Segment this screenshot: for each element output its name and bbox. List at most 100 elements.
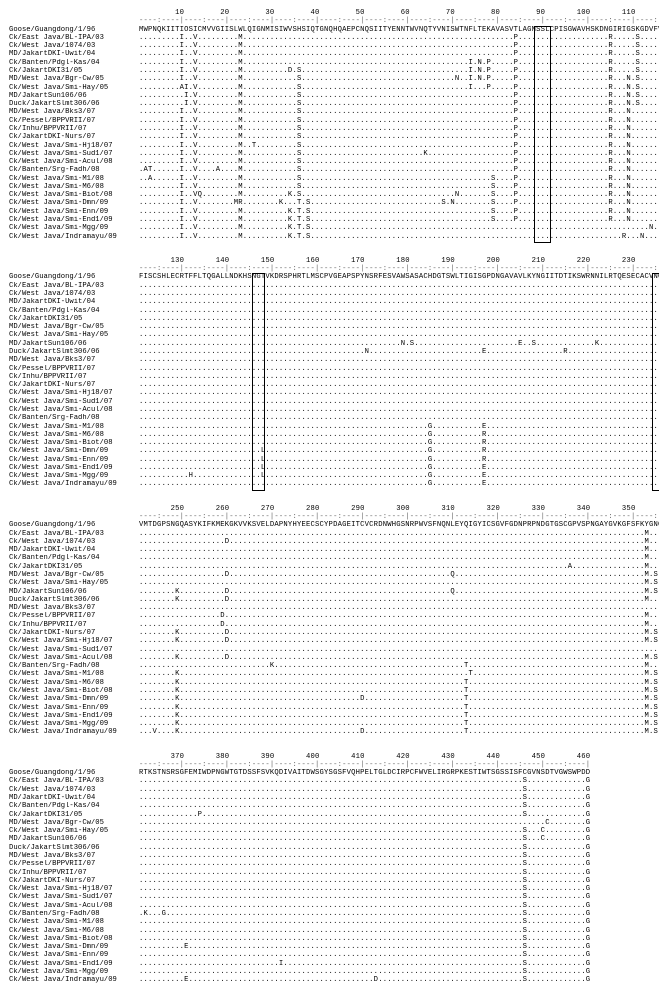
sequence-data: ..........I.V.........M............S....… <box>139 100 659 108</box>
sequence-data: ........K...............................… <box>139 670 659 678</box>
sequence-row: Ck/West Java/Smi-Hay/05.................… <box>9 827 650 835</box>
sequence-data: ........................................… <box>139 414 659 422</box>
sequence-data: ........................................… <box>139 902 590 910</box>
sequence-data: ........................................… <box>139 646 659 654</box>
sequence-data: ...V....K...............................… <box>139 728 659 736</box>
sequence-data: .........I..V........MR........K...T.S..… <box>139 199 659 207</box>
sequence-label: Ck/West Java/Smi-Hj18/07 <box>9 389 139 397</box>
sequence-label: Ck/Banten/Srg-Fadh/08 <box>9 662 139 670</box>
sequence-row: Ck/JakartDKI31/05.......................… <box>9 563 650 571</box>
ruler-numbers: 250 260 270 280 290 300 310 320 330 340 … <box>9 505 650 513</box>
sequence-row: Ck/East Java/BL-IPA/03..................… <box>9 530 650 538</box>
ruler-numbers-text: 130 140 150 160 170 180 190 200 210 220 … <box>139 257 659 265</box>
sequence-data: ........................................… <box>139 927 590 935</box>
sequence-row: MD/West Java/Bgr-Cw/05.........I..V.....… <box>9 75 650 83</box>
sequence-row: Ck/West Java/Smi-End1/09................… <box>9 960 650 968</box>
sequence-label: Ck/West Java/Indramayu/09 <box>9 728 139 736</box>
sequence-row: Ck/West Java/Smi-Dmn/09.........I..V....… <box>9 199 650 207</box>
sequence-label: Ck/West Java/Smi-Hay/05 <box>9 84 139 92</box>
sequence-label: Ck/West Java/1074/03 <box>9 538 139 546</box>
ruler-numbers-text: 250 260 270 280 290 300 310 320 330 340 … <box>139 505 659 513</box>
reference-row: Goose/Guangdong/1/96RTKSTNSRSGFEMIWDPNGW… <box>9 769 650 777</box>
sequence-label: Ck/West Java/Smi-Dmn/09 <box>9 695 139 703</box>
sequence-label: Ck/West Java/1074/03 <box>9 42 139 50</box>
sequence-label: Ck/West Java/Smi-Hj18/07 <box>9 142 139 150</box>
sequence-row: Ck/West Java/Smi-Enn/09.........I..V....… <box>9 208 650 216</box>
sequence-row: MD/JakartDKI-Uwit/04....................… <box>9 794 650 802</box>
sequence-label: Duck/JakartSlmt306/06 <box>9 844 139 852</box>
sequence-label: MD/JakartSun106/06 <box>9 340 139 348</box>
sequence-row: Ck/West Java/Smi-End1/09.........I..V...… <box>9 216 650 224</box>
sequence-row: Ck/JakartDKI31/05.......................… <box>9 315 650 323</box>
sequence-data: .........I..V.........M..........K.T.S..… <box>139 216 659 224</box>
sequence-data: ...........H...............L............… <box>139 472 659 480</box>
ruler-ticks: ----:----|----:----|----:----|----:----|… <box>9 761 650 769</box>
sequence-label: Ck/Pessel/BPPVRII/07 <box>9 612 139 620</box>
sequence-data: .........I..V.........M..T.........S....… <box>139 142 659 150</box>
sequence-label: MD/West Java/Bks3/07 <box>9 356 139 364</box>
sequence-label: Ck/West Java/Indramayu/09 <box>9 480 139 488</box>
sequence-data: .K...G..................................… <box>139 910 590 918</box>
sequence-data: .........I..V.........M............S....… <box>139 117 659 125</box>
sequence-data: ........................................… <box>139 290 659 298</box>
sequence-data: ...........................L............… <box>139 456 659 464</box>
sequence-data: ........................................… <box>139 348 659 356</box>
sequence-data: ........................................… <box>139 968 590 976</box>
sequence-data: ........................................… <box>139 604 659 612</box>
sequence-data: ........................................… <box>139 365 659 373</box>
alignment-block: 130 140 150 160 170 180 190 200 210 220 … <box>8 256 651 490</box>
sequence-label: Ck/West Java/Smi-Hj18/07 <box>9 885 139 893</box>
sequence-data: .............P..........................… <box>139 811 590 819</box>
sequence-label: Ck/West Java/Smi-M1/08 <box>9 918 139 926</box>
sequence-row: MD/West Java/Bks3/07.........I..V.......… <box>9 108 650 116</box>
sequence-data: ..................D.....................… <box>139 612 659 620</box>
sequence-row: Duck/JakartSlmt306/06........K..........… <box>9 596 650 604</box>
sequence-row: Ck/Pessel/BPPVRII/07..................D.… <box>9 612 650 620</box>
sequence-label: Ck/West Java/Smi-M1/08 <box>9 423 139 431</box>
sequence-row: Ck/Pessel/BPPVRII/07....................… <box>9 860 650 868</box>
sequence-label: Ck/West Java/Smi-Enn/09 <box>9 704 139 712</box>
sequence-label: MD/West Java/Bgr-Cw/05 <box>9 819 139 827</box>
sequence-label: Ck/JakartDKI-Nurs/07 <box>9 629 139 637</box>
sequence-label: Goose/Guangdong/1/96 <box>9 273 139 281</box>
ruler-numbers: 130 140 150 160 170 180 190 200 210 220 … <box>9 257 650 265</box>
sequence-data: .........I..V.........M..........K.T.S..… <box>139 224 659 232</box>
sequence-row: Ck/JakartDKI-Nurs/07.........I..V.......… <box>9 133 650 141</box>
sequence-label: Ck/West Java/Smi-M6/08 <box>9 927 139 935</box>
sequence-data: ........................................… <box>139 307 659 315</box>
sequence-label: Ck/West Java/Smi-End1/09 <box>9 216 139 224</box>
sequence-row: Ck/West Java/Smi-Hj18/07........K.......… <box>9 637 650 645</box>
sequence-label: Ck/West Java/Smi-Sud1/07 <box>9 646 139 654</box>
sequence-row: MD/West Java/Bgr-Cw/05..................… <box>9 819 650 827</box>
sequence-label: MD/West Java/Bks3/07 <box>9 108 139 116</box>
ruler-ticks: ----:----|----:----|----:----|----:----|… <box>9 265 650 273</box>
sequence-data: ..........E.............................… <box>139 943 590 951</box>
reference-row: Goose/Guangdong/1/96FISCSHLECRTFFLTQGALL… <box>9 273 650 281</box>
sequence-row: Ck/West Java/Smi-Hay/05.................… <box>9 579 650 587</box>
reference-sequence: VMTDGPSNGQASYKIFKMEKGKVVKSVELDAPNYHYEECS… <box>139 521 659 529</box>
sequence-data: ........................................… <box>139 877 590 885</box>
sequence-label: Ck/West Java/Smi-Dmn/09 <box>9 199 139 207</box>
sequence-label: Ck/West Java/Smi-M1/08 <box>9 175 139 183</box>
sequence-row: Duck/JakartSlmt306/06...................… <box>9 844 650 852</box>
sequence-row: Ck/Pessel/BPPVRII/07.........I..V.......… <box>9 117 650 125</box>
sequence-label: Ck/West Java/Smi-Hj18/07 <box>9 637 139 645</box>
sequence-row: Ck/Inhu/BPPVRII/07.........I..V.........… <box>9 125 650 133</box>
sequence-data: ........................................… <box>139 389 659 397</box>
sequence-label: MD/JakartDKI-Uwit/04 <box>9 546 139 554</box>
sequence-row: MD/JakartDKI-Uwit/04.........I..V.......… <box>9 50 650 58</box>
sequence-row: Ck/West Java/Smi-Mgg/09........K........… <box>9 720 650 728</box>
sequence-row: Ck/West Java/Indramayu/09.........I..V..… <box>9 233 650 241</box>
sequence-row: MD/West Java/Bks3/07....................… <box>9 604 650 612</box>
sequence-data: ........................................… <box>139 398 659 406</box>
sequence-row: Ck/East Java/BL-IPA/03..................… <box>9 777 650 785</box>
sequence-label: MD/JakartSun106/06 <box>9 588 139 596</box>
sequence-data: ........................................… <box>139 282 659 290</box>
sequence-data: ........K...............................… <box>139 712 659 720</box>
sequence-data: ........................................… <box>139 893 590 901</box>
sequence-row: MD/West Java/Bgr-Cw/05..................… <box>9 323 650 331</box>
sequence-row: Ck/West Java/Smi-Acul/08................… <box>9 902 650 910</box>
sequence-label: Ck/East Java/BL-IPA/03 <box>9 282 139 290</box>
sequence-data: ........................................… <box>139 935 590 943</box>
sequence-label: Ck/West Java/Smi-Hay/05 <box>9 827 139 835</box>
